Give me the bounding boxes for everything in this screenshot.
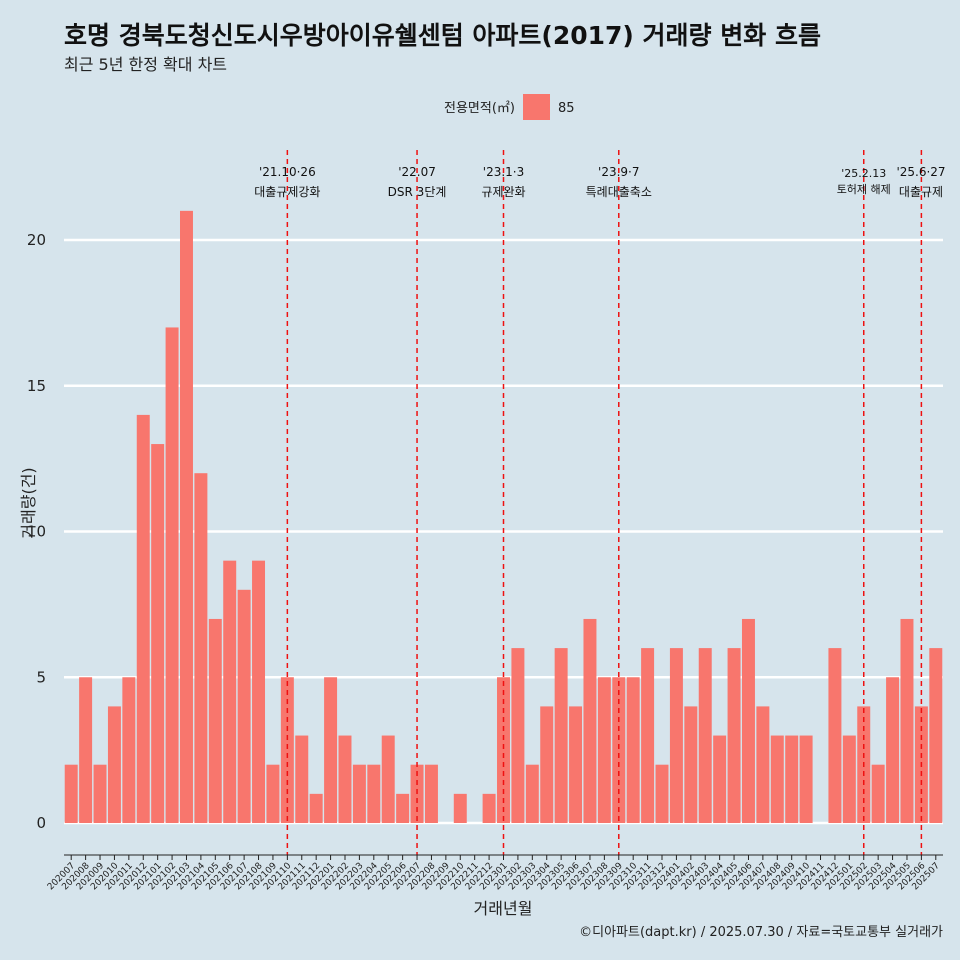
bar-202504 bbox=[886, 677, 900, 823]
bar-202101 bbox=[151, 444, 165, 823]
bar-202010 bbox=[107, 706, 121, 823]
bar-202204 bbox=[367, 764, 381, 823]
bar-202201 bbox=[324, 677, 338, 823]
policy-lines bbox=[286, 150, 923, 855]
bar-202102 bbox=[165, 327, 179, 823]
chart-title: 호명 경북도청신도시우방아이유쉘센텀 아파트(2017) 거래량 변화 흐름 bbox=[64, 21, 821, 50]
bar-202011 bbox=[122, 677, 136, 823]
bar-202007 bbox=[64, 764, 78, 823]
x-ticks: 2020072020082020092020102020112020122021… bbox=[46, 855, 942, 892]
policy-date: '21.10·26 bbox=[259, 165, 316, 179]
bar-202012 bbox=[136, 414, 150, 823]
bar-202307 bbox=[583, 618, 597, 823]
bar-202412 bbox=[828, 648, 842, 823]
bar-202304 bbox=[540, 706, 554, 823]
y-tick-label: 10 bbox=[27, 523, 46, 541]
bar-202503 bbox=[871, 764, 885, 823]
bar-202203 bbox=[352, 764, 366, 823]
chart-subtitle: 최근 5년 한정 확대 차트 bbox=[64, 55, 227, 74]
policy-label: 특례대출축소 bbox=[586, 185, 652, 199]
y-tick-label: 15 bbox=[27, 377, 46, 395]
bar-202107 bbox=[237, 589, 251, 823]
bar-202112 bbox=[309, 793, 323, 823]
policy-label: DSR 3단계 bbox=[388, 185, 447, 199]
policy-annotations: '21.10·26 대출규제강화 '22.07 DSR 3단계 '23.1·3 규제완화 '… bbox=[254, 165, 945, 199]
bar-202408 bbox=[770, 735, 784, 823]
bar-202409 bbox=[785, 735, 799, 823]
bar-202106 bbox=[223, 560, 237, 823]
bar-202108 bbox=[252, 560, 266, 823]
legend-swatch bbox=[523, 94, 550, 120]
bar-202407 bbox=[756, 706, 770, 823]
bar-202103 bbox=[179, 210, 193, 824]
policy-date: '23.1·3 bbox=[483, 165, 524, 179]
y-tick-label: 5 bbox=[36, 668, 46, 686]
bar-202308 bbox=[597, 677, 611, 823]
bar-202208 bbox=[424, 764, 438, 823]
caption: ©디아파트(dapt.kr) / 2025.07.30 / 자료=국토교통부 실… bbox=[579, 925, 943, 940]
bar-202206 bbox=[396, 793, 410, 823]
policy-label: 대출규제강화 bbox=[254, 185, 320, 199]
bar-202205 bbox=[381, 735, 395, 823]
bar-202405 bbox=[727, 648, 741, 823]
bar-202009 bbox=[93, 764, 107, 823]
bar-202110 bbox=[280, 677, 294, 823]
bar-202305 bbox=[554, 648, 568, 823]
y-tick-label: 20 bbox=[27, 231, 46, 249]
bar-202404 bbox=[713, 735, 727, 823]
policy-date: '25.2.13 bbox=[841, 167, 886, 180]
bar-202410 bbox=[799, 735, 813, 823]
bar-202309 bbox=[612, 677, 626, 823]
bar-202008 bbox=[79, 677, 93, 823]
bar-202311 bbox=[641, 648, 655, 823]
policy-label: 토허제 해제 bbox=[837, 182, 891, 196]
policy-label: 규제완화 bbox=[481, 185, 525, 199]
y-tick-labels: 0 5 10 15 20 bbox=[27, 231, 46, 832]
bars bbox=[64, 210, 943, 824]
bar-202109 bbox=[266, 764, 280, 823]
y-tick-label: 0 bbox=[36, 814, 46, 832]
bar-202210 bbox=[453, 793, 467, 823]
legend: 전용면적(㎡) 85 bbox=[444, 94, 575, 120]
bar-202310 bbox=[626, 677, 640, 823]
bar-202202 bbox=[338, 735, 352, 823]
bar-202401 bbox=[669, 648, 683, 823]
bar-202403 bbox=[698, 648, 712, 823]
x-axis-title: 거래년월 bbox=[474, 899, 533, 918]
bar-202312 bbox=[655, 764, 669, 823]
bar-202111 bbox=[295, 735, 309, 823]
bar-202301 bbox=[497, 677, 510, 823]
bar-202104 bbox=[194, 473, 208, 823]
bar-202303 bbox=[525, 764, 539, 823]
y-axis-title: 거래량(건) bbox=[19, 467, 38, 538]
bar-202306 bbox=[569, 706, 583, 823]
legend-title: 전용면적(㎡) bbox=[444, 101, 515, 116]
bar-202505 bbox=[900, 618, 914, 823]
bar-202302 bbox=[511, 648, 525, 823]
bar-202105 bbox=[208, 618, 222, 823]
bar-202501 bbox=[842, 735, 856, 823]
legend-label: 85 bbox=[558, 101, 575, 116]
bar-202507 bbox=[929, 648, 943, 823]
policy-date: '25.6·27 bbox=[896, 165, 945, 179]
policy-date: '23.9·7 bbox=[598, 165, 639, 179]
bar-202402 bbox=[684, 706, 698, 823]
bar-202212 bbox=[482, 793, 496, 823]
policy-date: '22.07 bbox=[398, 165, 436, 179]
bar-202406 bbox=[741, 618, 755, 823]
policy-label: 대출규제 bbox=[899, 185, 943, 199]
